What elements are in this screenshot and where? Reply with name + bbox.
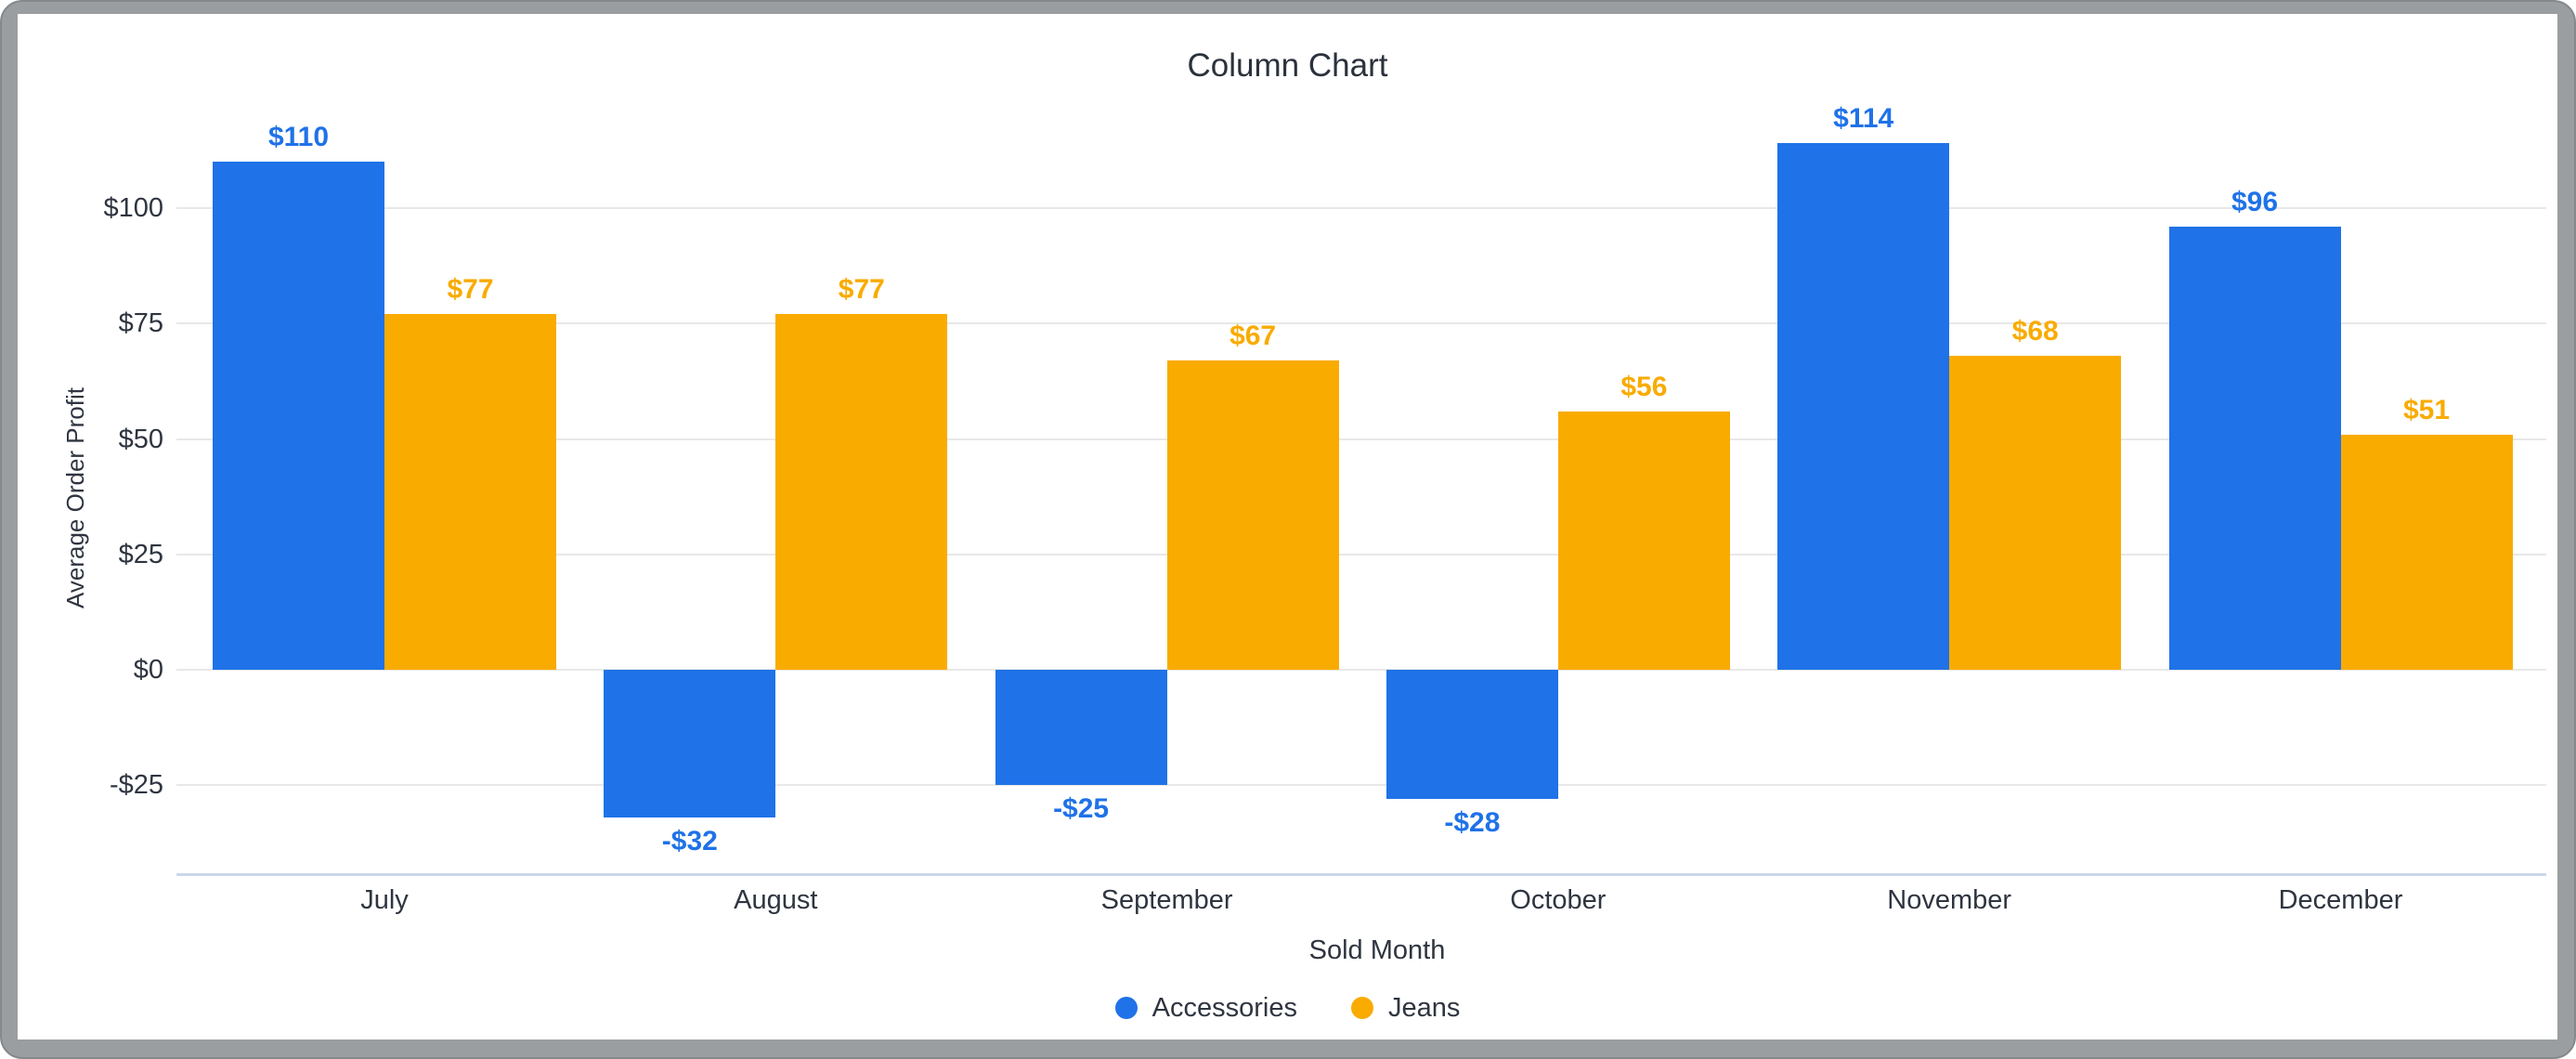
bar-accessories-december[interactable] [2168, 226, 2341, 670]
gridline--100 [176, 207, 2546, 209]
bar-accessories-october[interactable] [1386, 670, 1558, 800]
bar-jeans-july[interactable] [384, 314, 556, 670]
bar-accessories-november[interactable] [1777, 143, 1950, 670]
legend-item-accessories[interactable]: Accessories [1114, 991, 1297, 1025]
bar-value-label: $67 [1229, 320, 1277, 351]
bar-value-label: $114 [1833, 103, 1894, 135]
bar-accessories-august[interactable] [604, 670, 776, 818]
chart-legend: Accessories Jeans [18, 991, 2557, 1025]
legend-color-dot [1114, 997, 1138, 1019]
y-tick-label: $75 [118, 308, 163, 339]
x-tick-label-october: October [1510, 885, 1607, 915]
x-axis-line [176, 873, 2546, 876]
y-tick-label: $0 [133, 655, 163, 685]
bar-value-label: $56 [1620, 371, 1668, 402]
bar-value-label: $77 [447, 274, 494, 306]
bar-accessories-july[interactable] [213, 162, 384, 670]
chart-title: Column Chart [1187, 47, 1388, 84]
y-tick-label: -$25 [109, 770, 163, 801]
bar-value-label: -$28 [1444, 807, 1501, 839]
y-tick-label: $25 [118, 539, 163, 569]
gridline--25 [176, 784, 2546, 787]
bar-value-label: $96 [2231, 186, 2279, 217]
bar-value-label: $68 [2011, 316, 2059, 347]
gridline--25 [176, 553, 2546, 556]
bar-jeans-october[interactable] [1557, 411, 1730, 670]
x-axis-title: Sold Month [1308, 935, 1446, 965]
gridline--75 [176, 322, 2546, 325]
legend-label: Accessories [1151, 993, 1297, 1023]
bar-value-label: -$25 [1053, 793, 1110, 825]
gridline--0 [176, 669, 2546, 671]
legend-label: Jeans [1387, 993, 1461, 1023]
bar-jeans-november[interactable] [1949, 356, 2122, 670]
bar-value-label: $110 [267, 122, 330, 153]
bar-value-label: -$32 [661, 826, 718, 857]
y-tick-label: $100 [103, 193, 163, 223]
bar-jeans-august[interactable] [775, 314, 948, 670]
y-tick-label: $50 [118, 424, 163, 454]
chart-card: Column Chart Average Order Profit Sold M… [18, 14, 2557, 1039]
legend-item-jeans[interactable]: Jeans [1350, 991, 1461, 1025]
x-tick-label-august: August [734, 885, 818, 915]
bar-value-label: $51 [2402, 394, 2451, 425]
bar-value-label: $77 [838, 274, 885, 306]
x-tick-label-november: November [1887, 885, 2012, 915]
legend-color-dot [1350, 997, 1373, 1019]
bar-jeans-september[interactable] [1166, 360, 1339, 670]
x-tick-label-september: September [1100, 885, 1233, 915]
gridline--50 [176, 438, 2546, 440]
bar-jeans-december[interactable] [2340, 434, 2513, 670]
x-tick-label-december: December [2278, 885, 2403, 915]
x-tick-label-july: July [360, 885, 409, 915]
bar-accessories-september[interactable] [995, 670, 1167, 786]
